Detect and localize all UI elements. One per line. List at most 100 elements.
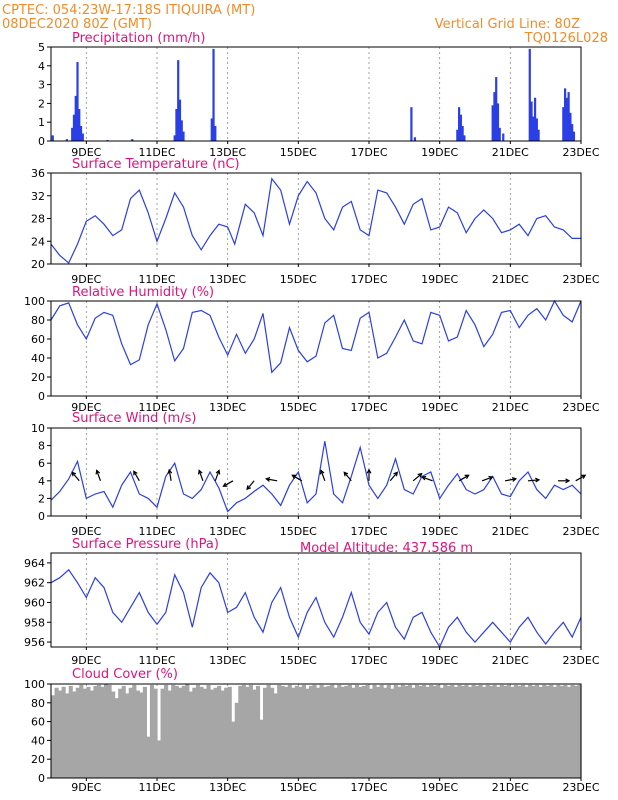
- y-tick-label: 10: [31, 422, 45, 435]
- cloud-bar: [210, 689, 215, 778]
- x-tick-label: 13DEC: [209, 273, 246, 286]
- cloud-bar: [393, 684, 398, 778]
- precip-bar: [572, 131, 576, 141]
- precip-bar: [65, 139, 68, 141]
- cloud-bar: [192, 687, 197, 778]
- cloud-bar: [277, 684, 282, 778]
- x-tick-label: 23DEC: [562, 273, 599, 286]
- cloud-bar: [51, 695, 56, 778]
- cloud-bar: [492, 684, 497, 778]
- humidity-frame: [50, 300, 582, 397]
- cloud-bar: [319, 684, 324, 778]
- cloud-bar: [337, 684, 342, 778]
- precip-bar: [456, 129, 459, 141]
- x-tick-label: 23DEC: [562, 401, 599, 414]
- wind-arrow: [458, 474, 470, 482]
- cloud-bar: [93, 685, 98, 778]
- cloud-bar: [294, 685, 299, 778]
- x-tick-label: 9DEC: [71, 525, 101, 538]
- x-tick-label: 13DEC: [209, 654, 246, 667]
- x-tick-label: 21DEC: [492, 401, 529, 414]
- y-tick-label: 28: [31, 213, 45, 226]
- cloud-bar: [164, 684, 169, 778]
- cloud-bar: [524, 686, 529, 778]
- precip-bar: [71, 127, 74, 141]
- cloud-bar: [291, 687, 296, 778]
- pressure-panel: Surface Pressure (hPa) 956 958 960 962 964 9DE…: [24, 537, 600, 667]
- precip-bar: [491, 105, 494, 141]
- cloud-bar: [287, 684, 292, 778]
- temp-line: [50, 177, 581, 264]
- cloud-bar: [280, 685, 285, 778]
- wind-arrow: [389, 471, 399, 482]
- cloud-bar: [520, 684, 526, 778]
- cloud-bar: [485, 684, 490, 778]
- precip-bar: [175, 109, 178, 141]
- cloud-bar: [61, 686, 66, 778]
- precip-bar: [459, 114, 462, 141]
- cloud-bar: [577, 684, 582, 778]
- x-tick-label: 17DEC: [350, 146, 387, 159]
- precip-bar: [178, 99, 182, 141]
- x-tick-label: 19DEC: [421, 525, 458, 538]
- cloud-bar: [114, 698, 119, 778]
- x-tick-label: 15DEC: [280, 146, 317, 159]
- y-tick-label: 958: [24, 616, 45, 629]
- precip-bar: [533, 97, 537, 141]
- precip-bar: [565, 97, 568, 141]
- cloud-bar: [284, 686, 289, 778]
- cloud-bar: [549, 684, 554, 778]
- cloud-panel: Cloud Cover (%) 0 20 40 60 80 100 9DEC 11DEC 13DE…: [24, 667, 600, 794]
- cloud-bar: [361, 685, 367, 778]
- x-tick-label: 11DEC: [138, 401, 175, 414]
- cloud-bar: [312, 684, 317, 778]
- cloud-bar: [411, 687, 416, 778]
- wind-arrow: [71, 471, 80, 482]
- cloud-bar: [330, 684, 335, 778]
- y-tick-label: 60: [31, 716, 45, 729]
- cloud-bar: [478, 684, 483, 778]
- precip-title: Precipitation (mm/h): [72, 31, 205, 46]
- cloud-bar: [121, 685, 126, 778]
- cloud-bar: [354, 684, 359, 778]
- x-tick-label: 15DEC: [280, 654, 317, 667]
- precip-bar: [564, 88, 567, 141]
- cloud-bar: [351, 687, 356, 778]
- wind-arrow: [481, 475, 494, 482]
- cloud-bar: [125, 693, 130, 778]
- wind-arrow: [558, 478, 571, 484]
- x-tick-label: 17DEC: [350, 654, 387, 667]
- precip-bar: [532, 116, 535, 141]
- cloud-bar: [111, 691, 116, 778]
- cloud-bar: [217, 685, 222, 778]
- x-tick-label: 11DEC: [138, 654, 175, 667]
- x-tick-label: 21DEC: [492, 273, 529, 286]
- wind-arrow: [222, 480, 234, 487]
- cloud-bar: [496, 686, 501, 778]
- y-tick-label: 3: [38, 79, 45, 92]
- cloud-bar: [255, 685, 261, 778]
- cloud-bar: [146, 736, 151, 778]
- cloud-bar: [446, 685, 451, 778]
- x-tick-label: 9DEC: [71, 146, 101, 159]
- x-tick-label: 21DEC: [492, 525, 529, 538]
- precip-bar: [210, 118, 213, 141]
- cloud-bar: [513, 684, 518, 778]
- cloud-bar: [379, 684, 384, 778]
- wind-frame: [50, 427, 582, 517]
- precip-bar: [76, 62, 79, 141]
- cloud-bar: [82, 688, 87, 778]
- cloud-bar: [340, 686, 345, 778]
- cloud-bar: [199, 686, 204, 778]
- cloud-bar: [171, 684, 176, 778]
- cloud-bar: [397, 686, 402, 778]
- precip-bar: [493, 92, 496, 141]
- humidity-title: Relative Humidity (%): [72, 285, 214, 300]
- y-tick-label: 32: [31, 190, 45, 203]
- y-tick-label: 2: [38, 492, 45, 505]
- pressure-frame: [50, 552, 582, 648]
- cloud-bar: [333, 687, 338, 778]
- header-grid-label: Vertical Grid Line: 80Z: [435, 17, 580, 32]
- y-tick-label: 960: [24, 596, 45, 609]
- x-tick-label: 11DEC: [138, 525, 175, 538]
